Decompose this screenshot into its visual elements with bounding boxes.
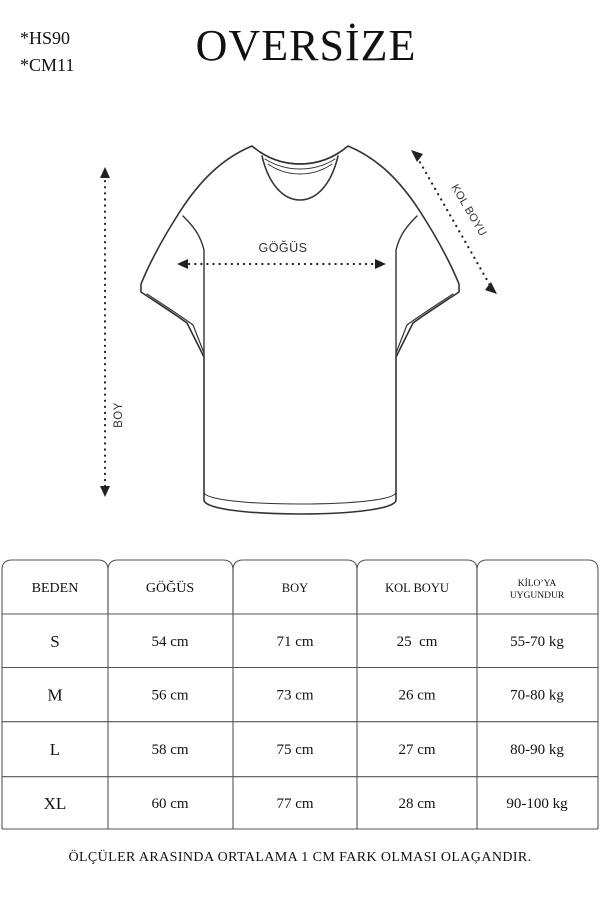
svg-text:71 cm: 71 cm [276, 634, 313, 650]
svg-text:80-90 kg: 80-90 kg [510, 742, 564, 758]
svg-text:90-100 kg: 90-100 kg [506, 796, 568, 812]
svg-text:54 cm: 54 cm [151, 634, 188, 650]
svg-text:XL: XL [44, 794, 67, 813]
svg-text:KİLO’YA: KİLO’YA [518, 577, 557, 589]
svg-text:56 cm: 56 cm [151, 688, 188, 704]
svg-text:26 cm: 26 cm [398, 688, 435, 704]
svg-text:58 cm: 58 cm [151, 742, 188, 758]
svg-text:60 cm: 60 cm [151, 796, 188, 812]
svg-text:S: S [50, 632, 59, 651]
svg-text:BOY: BOY [113, 402, 125, 428]
svg-text:77 cm: 77 cm [276, 796, 313, 812]
svg-text:UYGUNDUR: UYGUNDUR [510, 591, 565, 601]
svg-text:28 cm: 28 cm [398, 796, 435, 812]
svg-text:75 cm: 75 cm [276, 742, 313, 758]
svg-text:27 cm: 27 cm [398, 742, 435, 758]
svg-text:L: L [50, 740, 60, 759]
svg-text:55-70 kg: 55-70 kg [510, 634, 564, 650]
svg-text:KOL BOYU: KOL BOYU [449, 182, 489, 238]
svg-text:70-80 kg: 70-80 kg [510, 688, 564, 704]
svg-text:BOY: BOY [282, 581, 308, 595]
svg-text:25 cm: 25 cm [397, 634, 438, 650]
svg-text:BEDEN: BEDEN [32, 581, 79, 596]
svg-text:GÖĞÜS: GÖĞÜS [146, 579, 194, 596]
svg-text:KOL BOYU: KOL BOYU [385, 581, 449, 595]
svg-text:GÖĞÜS: GÖĞÜS [258, 240, 307, 255]
svg-text:73 cm: 73 cm [276, 688, 313, 704]
svg-text:M: M [47, 686, 62, 705]
